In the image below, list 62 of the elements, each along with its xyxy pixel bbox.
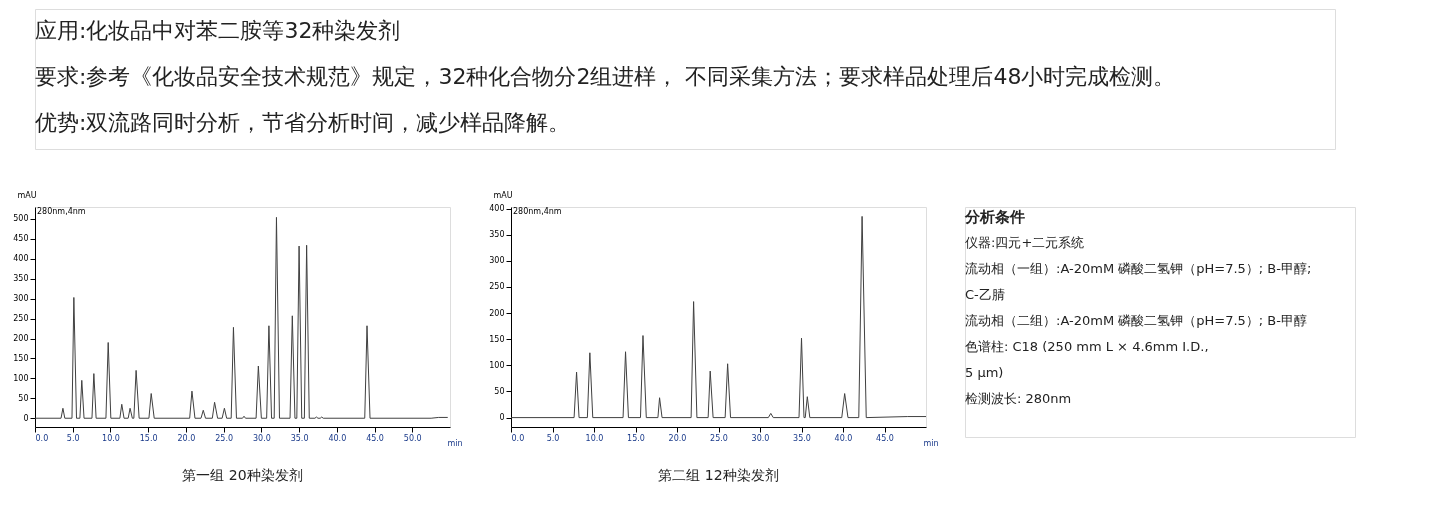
y-tick-label: 300 [489,256,505,266]
x-tick-label: 0.0 [511,433,525,443]
text: 5 μm) [965,365,1004,380]
x-tick-label: 40.0 [328,433,347,443]
x-tick-label: 20.0 [668,433,687,443]
y-tick-label: 400 [489,204,505,214]
text: 流动相（二组）:A-20mM 磷酸二氢钾（pH=7.5）; B-甲醇 [965,313,1307,328]
y-tick-label: 50 [18,393,29,403]
x-tick-label: 45.0 [876,433,894,443]
y-tick-label: 150 [489,334,505,344]
x-tick-label: 0.0 [35,433,49,443]
y-tick-label: 0 [499,413,505,423]
x-tick-label: 25.0 [710,433,728,443]
x-tick-label: 5.0 [546,433,560,443]
y-tick-label: 250 [13,314,29,324]
y-tick-label: 200 [489,308,505,318]
x-tick-label: 5.0 [66,433,80,443]
text: 仪器:四元+二元系统 [965,235,1085,250]
y-tick-label: 250 [489,282,505,292]
x-tick-label: 15.0 [627,433,645,443]
y-tick-label: 100 [489,360,505,370]
y-tick-label: 350 [13,274,29,284]
text: 第一组 20种染发剂 [182,467,303,483]
y-tick-label: 300 [13,294,29,304]
x-tick-label: 10.0 [585,433,604,443]
x-tick-label: 30.0 [252,433,271,443]
x-tick-label: 35.0 [290,433,309,443]
y-tick-label: 100 [13,373,29,383]
x-axis-title: min [447,438,463,448]
x-tick-label: 30.0 [751,433,770,443]
annotation: 280nm,4nm [513,207,562,216]
text: 检测波长: 280nm [965,391,1072,406]
text: 要求:参考《化妆品安全技术规范》规定，32种化合物分2组进样， 不同采集方法；要求样品处理后48小时完成检测。 [35,64,1176,89]
x-tick-label: 10.0 [102,433,120,443]
annotation: 280nm,4nm [37,207,86,216]
y-tick-label: 0 [23,413,29,423]
y-tick-label: 200 [13,334,29,344]
line-series [510,215,927,419]
x-tick-label: 20.0 [177,433,196,443]
y-tick-label: 50 [494,386,505,396]
line-series [34,216,449,419]
y-tick-label: 350 [489,230,505,240]
text: C-乙腈 [965,287,1005,302]
x-tick-label: 35.0 [793,433,811,443]
text: 优势:双流路同时分析，节省分析时间，减少样品降解。 [35,110,571,135]
text: 第二组 12种染发剂 [658,467,779,483]
x-tick-label: 15.0 [139,433,158,443]
y-tick-label: 150 [13,353,29,363]
x-axis-title: min [923,438,939,448]
text: 应用:化妆品中对苯二胺等32种染发剂 [35,18,401,43]
x-tick-label: 45.0 [366,433,384,443]
y-axis-title: mAU [17,190,37,200]
y-tick-label: 450 [13,234,29,244]
x-tick-label: 40.0 [834,433,853,443]
x-tick-label: 50.0 [403,433,422,443]
text: 流动相（一组）:A-20mM 磷酸二氢钾（pH=7.5）; B-甲醇; [965,261,1312,276]
x-tick-label: 25.0 [215,433,234,443]
y-axis-title: mAU [493,190,513,200]
y-tick-label: 400 [13,254,29,264]
y-tick-label: 500 [13,214,29,224]
text: 分析条件 [964,208,1025,226]
text: 色谱柱: C18 (250 mm L × 4.6mm I.D., [965,339,1209,354]
